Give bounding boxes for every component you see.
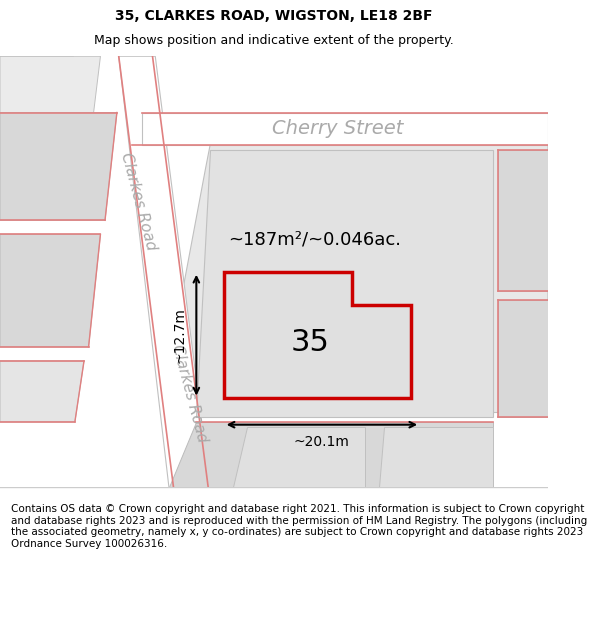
Text: Contains OS data © Crown copyright and database right 2021. This information is : Contains OS data © Crown copyright and d… bbox=[11, 504, 587, 549]
Polygon shape bbox=[498, 150, 548, 291]
Text: ~187m²/~0.046ac.: ~187m²/~0.046ac. bbox=[229, 230, 401, 248]
Text: Map shows position and indicative extent of the property.: Map shows position and indicative extent… bbox=[94, 34, 454, 47]
Polygon shape bbox=[142, 112, 548, 145]
Polygon shape bbox=[379, 426, 493, 488]
Polygon shape bbox=[0, 112, 117, 220]
Text: Cherry Street: Cherry Street bbox=[272, 119, 404, 138]
Polygon shape bbox=[119, 56, 210, 488]
Polygon shape bbox=[182, 145, 548, 413]
Polygon shape bbox=[0, 234, 100, 347]
Polygon shape bbox=[0, 56, 73, 145]
Text: Clarkes Road: Clarkes Road bbox=[119, 151, 159, 252]
Polygon shape bbox=[0, 361, 84, 422]
Text: Clarkes Road: Clarkes Road bbox=[169, 343, 209, 444]
Text: ~12.7m: ~12.7m bbox=[173, 308, 187, 363]
Text: 35, CLARKES ROAD, WIGSTON, LE18 2BF: 35, CLARKES ROAD, WIGSTON, LE18 2BF bbox=[115, 9, 433, 22]
Polygon shape bbox=[0, 56, 100, 169]
Text: 35: 35 bbox=[291, 328, 330, 357]
Polygon shape bbox=[224, 272, 411, 399]
Polygon shape bbox=[0, 56, 73, 145]
Text: ~20.1m: ~20.1m bbox=[294, 434, 350, 449]
Polygon shape bbox=[169, 422, 493, 488]
Polygon shape bbox=[233, 426, 365, 488]
Polygon shape bbox=[498, 300, 548, 417]
Polygon shape bbox=[196, 150, 493, 417]
